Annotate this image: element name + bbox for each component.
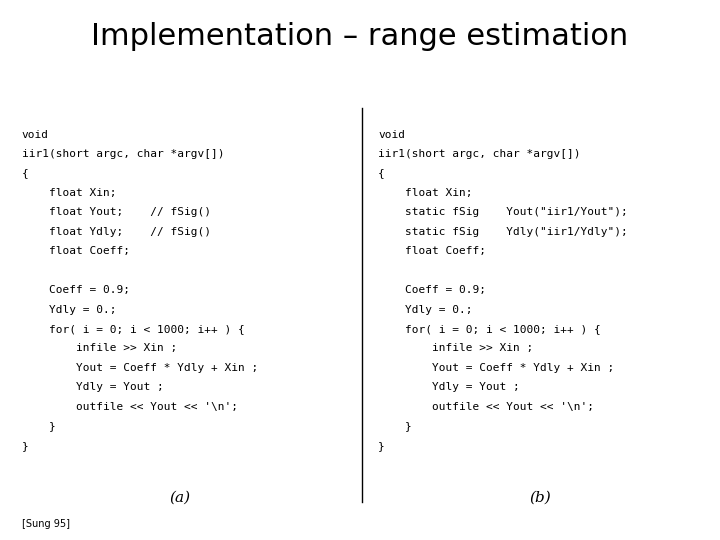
- Text: Coeff = 0.9;: Coeff = 0.9;: [378, 285, 486, 295]
- Text: void: void: [378, 130, 405, 140]
- Text: Ydly = 0.;: Ydly = 0.;: [378, 305, 472, 315]
- Text: static fSig    Yout("iir1/Yout");: static fSig Yout("iir1/Yout");: [378, 207, 628, 218]
- Text: }: }: [22, 441, 28, 451]
- Text: for( i = 0; i < 1000; i++ ) {: for( i = 0; i < 1000; i++ ) {: [378, 324, 600, 334]
- Text: }: }: [22, 421, 55, 431]
- Text: (a): (a): [169, 491, 191, 505]
- Text: float Coeff;: float Coeff;: [378, 246, 486, 256]
- Text: infile >> Xin ;: infile >> Xin ;: [378, 343, 534, 354]
- Text: float Xin;: float Xin;: [378, 188, 472, 198]
- Text: void: void: [22, 130, 48, 140]
- Text: Implementation – range estimation: Implementation – range estimation: [91, 22, 629, 51]
- Text: for( i = 0; i < 1000; i++ ) {: for( i = 0; i < 1000; i++ ) {: [22, 324, 244, 334]
- Text: outfile << Yout << '\n';: outfile << Yout << '\n';: [22, 402, 238, 412]
- Text: {: {: [22, 168, 28, 179]
- Text: Ydly = Yout ;: Ydly = Yout ;: [378, 382, 520, 393]
- Text: }: }: [378, 421, 412, 431]
- Text: Yout = Coeff * Ydly + Xin ;: Yout = Coeff * Ydly + Xin ;: [22, 363, 258, 373]
- Text: infile >> Xin ;: infile >> Xin ;: [22, 343, 177, 354]
- Text: float Coeff;: float Coeff;: [22, 246, 130, 256]
- Text: Yout = Coeff * Ydly + Xin ;: Yout = Coeff * Ydly + Xin ;: [378, 363, 614, 373]
- Text: Ydly = Yout ;: Ydly = Yout ;: [22, 382, 163, 393]
- Text: Ydly = 0.;: Ydly = 0.;: [22, 305, 116, 315]
- Text: (b): (b): [529, 491, 551, 505]
- Text: {: {: [378, 168, 384, 179]
- Text: static fSig    Ydly("iir1/Ydly");: static fSig Ydly("iir1/Ydly");: [378, 227, 628, 237]
- Text: float Ydly;    // fSig(): float Ydly; // fSig(): [22, 227, 210, 237]
- Text: float Xin;: float Xin;: [22, 188, 116, 198]
- Text: iir1(short argc, char *argv[]): iir1(short argc, char *argv[]): [22, 149, 224, 159]
- Text: outfile << Yout << '\n';: outfile << Yout << '\n';: [378, 402, 594, 412]
- Text: Coeff = 0.9;: Coeff = 0.9;: [22, 285, 130, 295]
- Text: iir1(short argc, char *argv[]): iir1(short argc, char *argv[]): [378, 149, 580, 159]
- Text: }: }: [378, 441, 384, 451]
- Text: [Sung 95]: [Sung 95]: [22, 519, 70, 529]
- Text: float Yout;    // fSig(): float Yout; // fSig(): [22, 207, 210, 218]
